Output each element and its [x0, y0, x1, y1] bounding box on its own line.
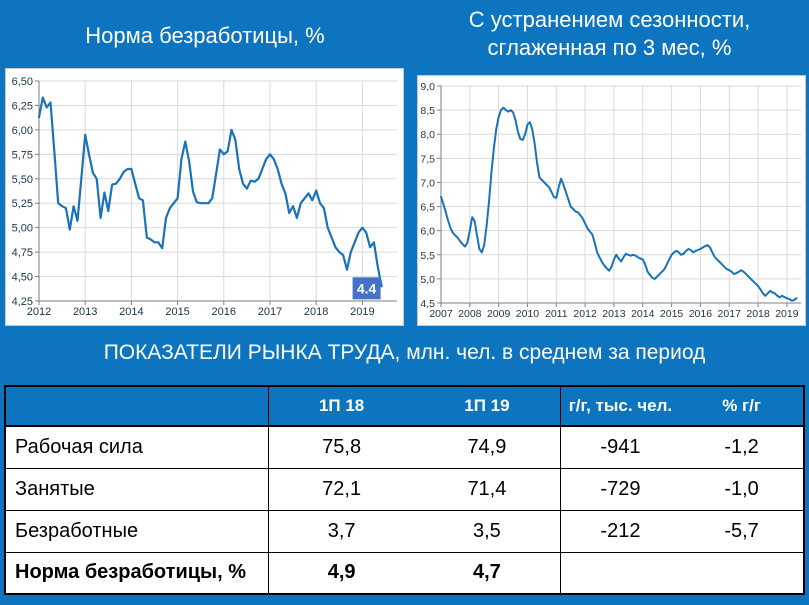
svg-text:4,5: 4,5 — [420, 298, 435, 310]
svg-text:2015: 2015 — [660, 308, 684, 320]
header-1h18: 1П 18 — [268, 386, 415, 427]
svg-text:5,25: 5,25 — [12, 198, 33, 210]
value-yoy-percent — [680, 551, 804, 594]
left-chart-title: Норма безработицы, % — [85, 23, 325, 48]
svg-text:2013: 2013 — [602, 308, 626, 320]
value-1h19: 3,5 — [414, 509, 561, 552]
svg-text:7,0: 7,0 — [420, 177, 435, 189]
svg-text:2017: 2017 — [718, 308, 742, 320]
value-yoy-percent: -1,0 — [680, 467, 804, 510]
svg-text:2019: 2019 — [775, 308, 799, 320]
value-1h19: 71,4 — [414, 467, 561, 510]
svg-text:2013: 2013 — [73, 306, 97, 318]
svg-text:2019: 2019 — [350, 306, 374, 318]
svg-text:2014: 2014 — [631, 308, 655, 320]
svg-text:6,25: 6,25 — [12, 100, 33, 112]
value-1h18: 72,1 — [268, 467, 415, 510]
svg-text:2011: 2011 — [545, 308, 568, 320]
svg-text:2007: 2007 — [429, 308, 453, 320]
table-title: ПОКАЗАТЕЛИ РЫНКА ТРУДА, млн. чел. в сред… — [103, 341, 706, 364]
row-label: Норма безработицы, % — [5, 551, 270, 594]
svg-text:2012: 2012 — [27, 306, 51, 318]
header-1h19: 1П 19 — [414, 386, 561, 427]
svg-text:2018: 2018 — [746, 308, 770, 320]
svg-text:6,00: 6,00 — [12, 125, 33, 137]
svg-text:6,5: 6,5 — [420, 202, 435, 214]
labor-market-table: 1П 18 1П 19 г/г, тыс. чел. % г/г Рабочая… — [4, 385, 805, 595]
svg-text:5,0: 5,0 — [420, 274, 435, 286]
value-1h18: 4,9 — [268, 551, 415, 594]
svg-text:4,50: 4,50 — [12, 272, 33, 284]
table-header-row: 1П 18 1П 19 г/г, тыс. чел. % г/г — [5, 386, 804, 427]
svg-text:2015: 2015 — [165, 306, 189, 318]
value-1h18: 75,8 — [268, 425, 415, 468]
svg-text:5,5: 5,5 — [420, 250, 435, 262]
svg-text:2018: 2018 — [304, 306, 328, 318]
table-row-unemployment-rate: Норма безработицы, % 4,9 4,7 — [5, 551, 804, 594]
value-yoy-percent: -1,2 — [680, 425, 804, 468]
svg-text:5,00: 5,00 — [12, 223, 33, 235]
value-yoy-thousands — [560, 551, 681, 594]
row-label: Безработные — [5, 509, 270, 552]
svg-text:5,75: 5,75 — [12, 149, 33, 161]
svg-text:6,0: 6,0 — [420, 226, 435, 238]
svg-text:2016: 2016 — [689, 308, 713, 320]
svg-text:2008: 2008 — [458, 308, 482, 320]
svg-text:2009: 2009 — [487, 308, 511, 320]
svg-text:6,50: 6,50 — [12, 76, 33, 88]
right-chart-title: С устранением сезонности, сглаженная по … — [410, 6, 809, 62]
svg-text:4.4: 4.4 — [357, 280, 377, 296]
svg-text:9,0: 9,0 — [420, 81, 435, 93]
svg-text:5,50: 5,50 — [12, 174, 33, 186]
svg-text:8,0: 8,0 — [420, 129, 435, 141]
table-row-unemployed: Безработные 3,7 3,5 -212 -5,7 — [5, 509, 804, 552]
seasonally-adjusted-chart-panel: 2007 2008 2009 2010 2011 2012 2013 2014 2015 2016… — [417, 75, 806, 326]
table-row-employed: Занятые 72,1 71,4 -729 -1,0 — [5, 467, 804, 510]
svg-text:2017: 2017 — [258, 306, 282, 318]
row-label: Рабочая сила — [5, 425, 270, 468]
value-1h18: 3,7 — [268, 509, 415, 552]
right-chart-title-line1: С устранением сезонности, — [468, 7, 751, 32]
svg-text:2014: 2014 — [119, 306, 143, 318]
row-label: Занятые — [5, 467, 270, 510]
unemployment-rate-chart-panel: 2012 2013 2014 2015 2016 2017 2018 2019 4,25 4,50… — [5, 68, 404, 326]
svg-text:2012: 2012 — [573, 308, 597, 320]
svg-text:2010: 2010 — [516, 308, 540, 320]
unemployment-rate-line-chart: 2012 2013 2014 2015 2016 2017 2018 2019 4,25 4,50… — [12, 76, 397, 318]
seasonally-adjusted-line-chart: 2007 2008 2009 2010 2011 2012 2013 2014 2015 2016… — [420, 81, 801, 320]
header-empty — [5, 386, 270, 427]
svg-text:7,5: 7,5 — [420, 153, 435, 165]
value-yoy-percent: -5,7 — [680, 509, 804, 552]
value-yoy-thousands: -729 — [560, 467, 681, 510]
value-1h19: 74,9 — [414, 425, 561, 468]
header-yoy-percent: % г/г — [680, 386, 804, 427]
value-1h19: 4,7 — [414, 551, 561, 594]
table-row-labor-force: Рабочая сила 75,8 74,9 -941 -1,2 — [5, 425, 804, 468]
svg-text:4,75: 4,75 — [12, 247, 33, 259]
svg-text:4,25: 4,25 — [12, 296, 33, 308]
header-yoy-thousands: г/г, тыс. чел. — [560, 386, 681, 427]
value-yoy-thousands: -941 — [560, 425, 681, 468]
right-chart-title-line2: сглаженная по 3 мес, % — [487, 35, 732, 60]
svg-text:8,5: 8,5 — [420, 105, 435, 117]
svg-text:2016: 2016 — [212, 306, 236, 318]
value-yoy-thousands: -212 — [560, 509, 681, 552]
